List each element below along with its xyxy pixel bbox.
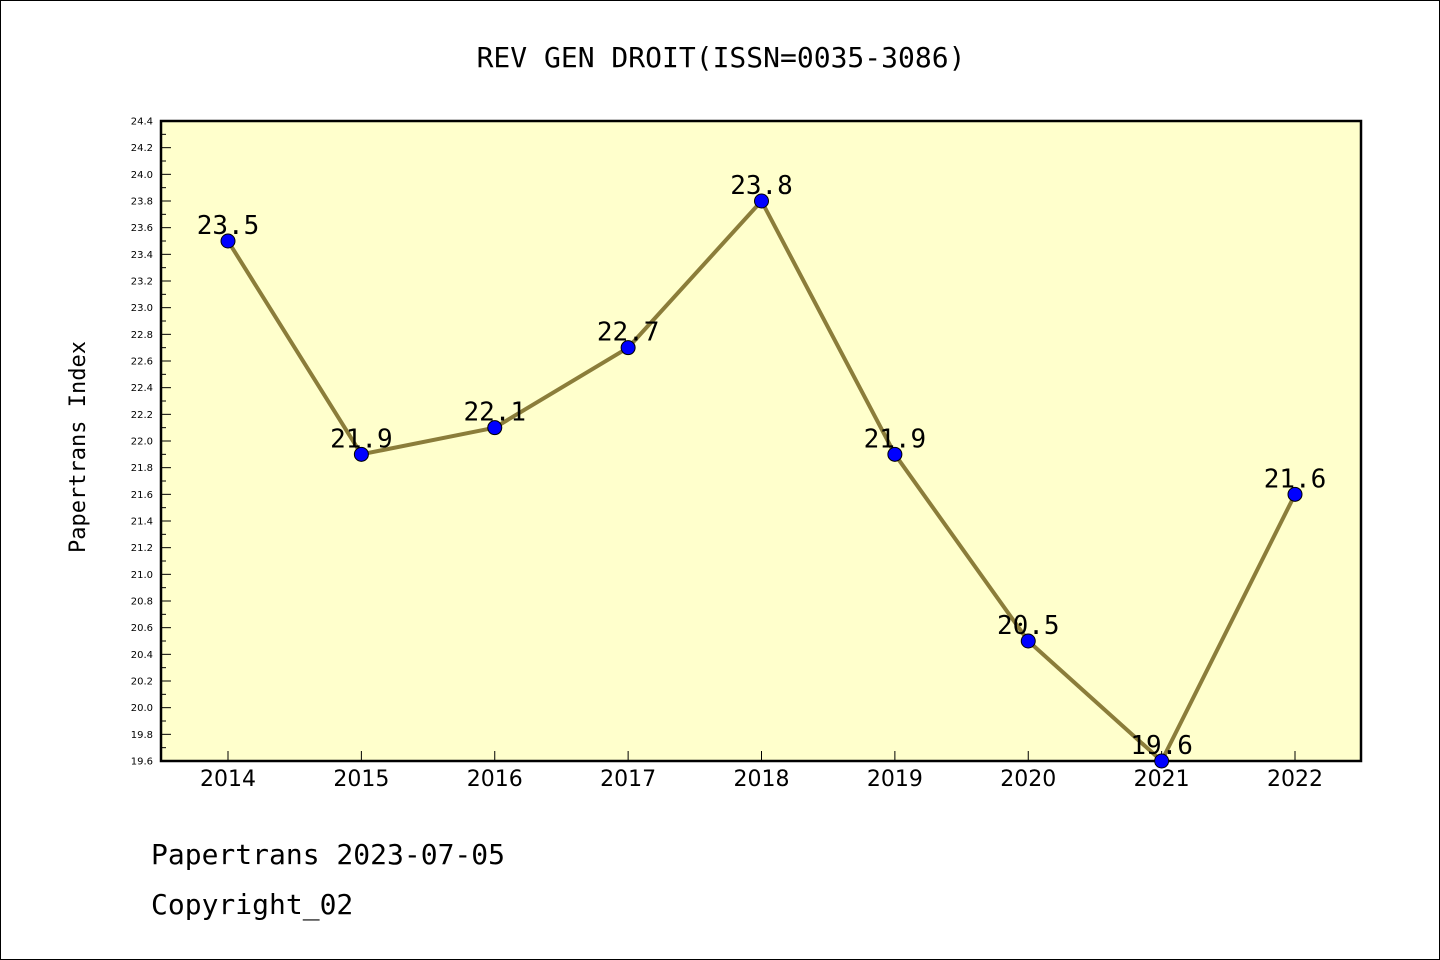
y-tick-label: 23.6	[131, 223, 153, 234]
data-labels: 23.5 21.9 22.1 22.7 23.8 21.9 20.5 19.6 21.6	[197, 171, 1327, 761]
y-tick-label: 20.4	[131, 650, 153, 661]
y-axis-ticks: 19.6 19.8 20.0 20.2 20.4 20.6 20.8 21.0 21.2 21.4…	[131, 117, 171, 768]
y-tick-label: 20.2	[131, 677, 153, 688]
data-label-2021: 19.6	[1130, 731, 1193, 761]
x-tick-label: 2021	[1134, 767, 1190, 792]
y-tick-label: 23.0	[131, 303, 153, 314]
data-point-2014	[220, 233, 236, 249]
y-tick-label: 23.8	[131, 197, 153, 208]
data-label-2014: 23.5	[197, 211, 260, 241]
data-label-2019: 21.9	[864, 424, 927, 454]
y-axis-label: Papertrans Index	[66, 341, 91, 553]
y-tick-label: 21.2	[131, 543, 153, 554]
data-point-2021	[1154, 753, 1170, 769]
footer-date: Papertrans 2023-07-05	[151, 838, 505, 871]
y-tick-label: 24.2	[131, 143, 153, 154]
y-tick-label: 22.0	[131, 437, 153, 448]
data-label-2018: 23.8	[730, 171, 793, 201]
y-tick-label: 24.0	[131, 170, 153, 181]
data-point-2016	[487, 420, 503, 436]
y-tick-label: 20.0	[131, 703, 153, 714]
data-label-2016: 22.1	[463, 398, 526, 428]
data-markers	[220, 193, 1303, 769]
x-tick-label: 2014	[200, 767, 256, 792]
y-tick-label: 23.2	[131, 277, 153, 288]
data-point-2022	[1287, 486, 1303, 502]
y-tick-label: 22.8	[131, 330, 153, 341]
data-label-2017: 22.7	[597, 318, 660, 348]
x-tick-label: 2019	[867, 767, 923, 792]
data-point-2019	[887, 446, 903, 462]
data-label-2015: 21.9	[330, 424, 393, 454]
y-tick-label: 24.4	[131, 117, 153, 128]
y-tick-label: 19.8	[131, 730, 153, 741]
footer-copyright: Copyright_02	[151, 888, 353, 922]
plot-area	[159, 119, 1363, 763]
data-point-2017	[620, 340, 636, 356]
y-tick-label: 22.6	[131, 357, 153, 368]
x-axis-ticks: 2014 2015 2016 2017 2018 2019 2020 2021 2022	[200, 751, 1323, 792]
y-tick-label: 20.8	[131, 597, 153, 608]
y-tick-label: 22.2	[131, 410, 153, 421]
y-tick-label: 19.6	[131, 757, 153, 768]
y-tick-label: 22.4	[131, 383, 153, 394]
x-tick-label: 2016	[467, 767, 523, 792]
y-tick-label: 23.4	[131, 250, 153, 261]
data-point-2020	[1020, 633, 1036, 649]
x-tick-label: 2018	[734, 767, 790, 792]
data-point-2018	[754, 193, 769, 209]
x-tick-label: 2017	[600, 767, 656, 792]
x-tick-label: 2015	[333, 767, 389, 792]
x-tick-label: 2020	[1000, 767, 1056, 792]
data-point-2015	[353, 446, 369, 462]
y-tick-label: 21.6	[131, 490, 153, 501]
y-tick-label: 20.6	[131, 623, 153, 634]
data-label-2022: 21.6	[1264, 464, 1327, 494]
chart-title: REV GEN DROIT(ISSN=0035-3086)	[477, 41, 966, 74]
y-tick-label: 21.8	[131, 463, 153, 474]
x-tick-label: 2022	[1267, 767, 1323, 792]
data-label-2020: 20.5	[997, 611, 1060, 641]
y-tick-label: 21.4	[131, 517, 153, 528]
y-tick-label: 21.0	[131, 570, 153, 581]
